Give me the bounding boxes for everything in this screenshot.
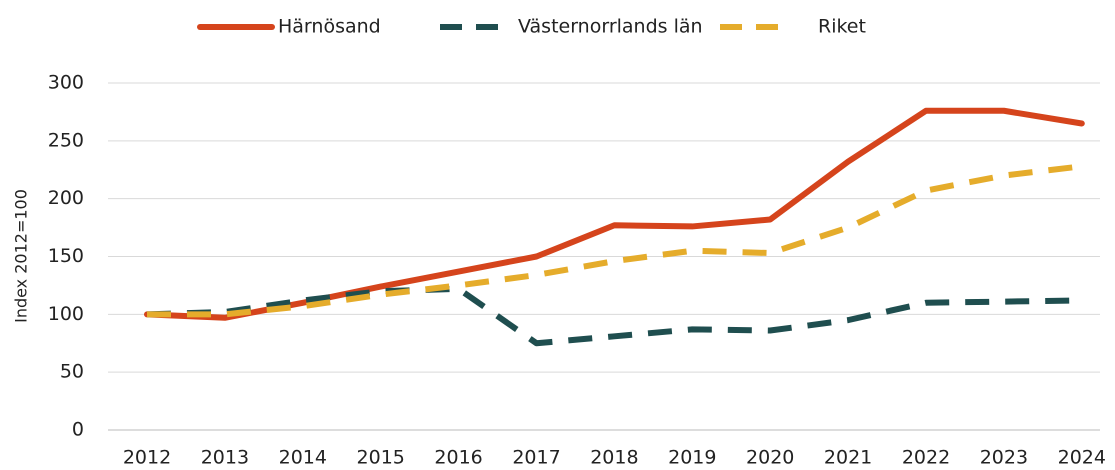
series-line [146,285,1082,347]
x-tick-label: 2022 [902,447,950,469]
legend-label: Västernorrlands län [518,16,703,38]
x-tick-label: 2017 [512,447,560,469]
x-tick-label: 2016 [434,447,482,469]
x-tick-label: 2023 [980,447,1028,469]
x-tick-label: 2018 [590,447,638,469]
x-tick-label: 2021 [824,447,872,469]
y-tick-label: 200 [48,187,84,209]
y-tick-label: 0 [72,419,84,441]
series-line [144,107,1085,321]
series-line [147,163,1083,318]
y-tick-label: 100 [48,303,84,325]
y-axis-label: Index 2012=100 [12,189,31,323]
x-tick-label: 2019 [668,447,716,469]
y-tick-label: 50 [60,361,84,383]
x-tick-label: 2024 [1058,447,1106,469]
x-tick-label: 2015 [357,447,405,469]
y-tick-label: 300 [48,72,84,94]
x-tick-label: 2020 [746,447,794,469]
x-tick-label: 2014 [279,447,327,469]
legend-label: Riket [818,16,866,38]
x-tick-label: 2013 [201,447,249,469]
legend-label: Härnösand [278,16,381,38]
y-tick-label: 250 [48,129,84,151]
y-tick-label: 150 [48,245,84,267]
x-tick-label: 2012 [123,447,171,469]
